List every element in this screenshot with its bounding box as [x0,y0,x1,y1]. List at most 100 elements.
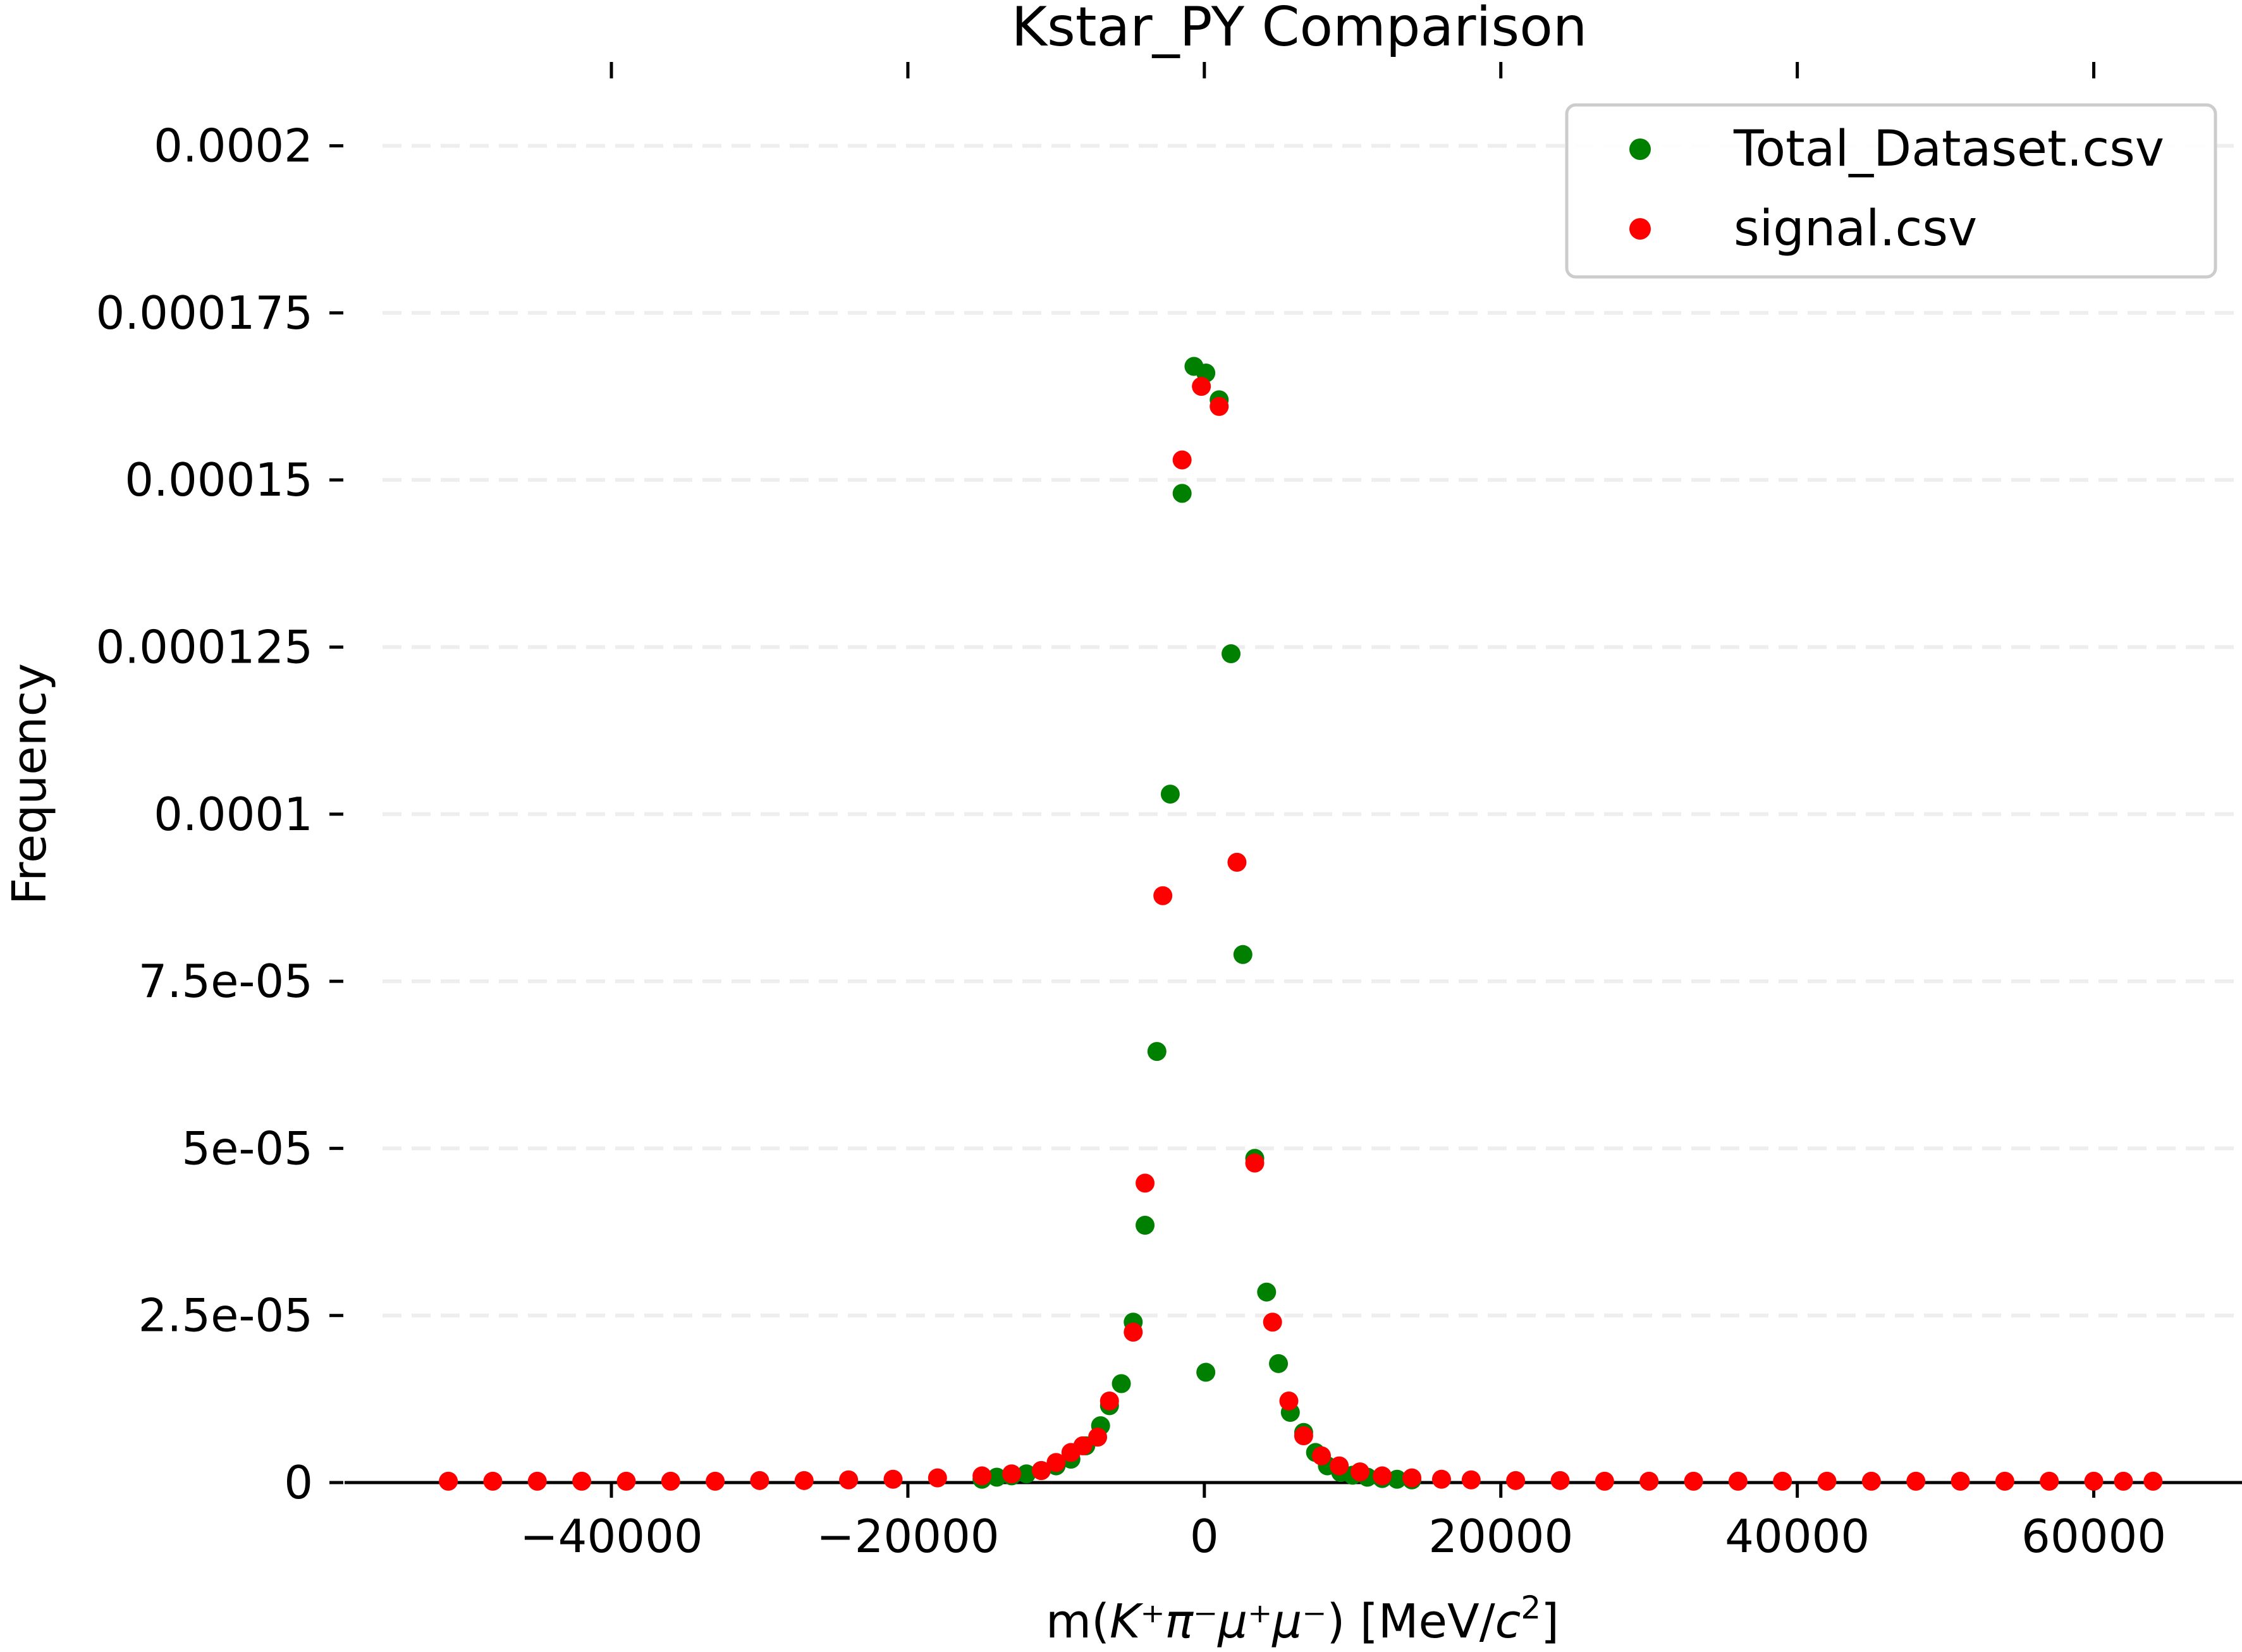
chart-title: Kstar_PY Comparison [1012,0,1588,59]
y-tick-label: 0.000175 [95,286,313,340]
data-point [1046,1453,1066,1472]
data-point [1351,1462,1370,1482]
data-point [1506,1471,1526,1490]
data-point [1387,1469,1407,1489]
x-axis-label-math: K⁺π⁻μ⁺μ⁻ [1110,1594,1326,1649]
data-point [1160,785,1180,804]
data-point [1002,1464,1022,1484]
data-point [794,1471,814,1490]
data-point [1245,1153,1265,1173]
data-point [1088,1428,1108,1447]
data-point [439,1471,458,1491]
y-axis: 0 2.5e-05 5e-05 7.5e-05 0.0001 0.000125 0.0001… [95,119,343,1509]
x-tick-label: −20000 [816,1510,999,1563]
data-point [1017,1464,1036,1484]
x-axis-label-prefix: m( [1046,1594,1110,1649]
data-point [1257,1282,1277,1302]
data-point [1153,886,1173,905]
data-point [1461,1470,1481,1490]
data-point [616,1471,636,1491]
top-ticks [610,62,2096,78]
series-total-dataset [972,357,1422,1490]
data-point [839,1470,859,1490]
x-tick-label: 40000 [1725,1510,1870,1563]
x-tick-label: 20000 [1428,1510,1573,1563]
data-point [2114,1471,2133,1491]
data-point [706,1471,725,1491]
legend-box [1565,103,2217,279]
y-tick-label: 0.0001 [154,788,313,841]
data-point [1431,1469,1451,1489]
y-tick-label: 2.5e-05 [138,1289,313,1342]
data-point [1210,396,1229,416]
data-point [1100,1392,1119,1411]
legend: Total_Dataset.csv signal.csv [1565,103,2217,279]
data-point [1227,852,1247,872]
data-point [1147,1042,1167,1062]
data-point [1136,1173,1155,1193]
x-tick-label: −40000 [520,1510,702,1563]
legend-marker-signal [1629,218,1651,240]
y-tick-label: 0.00015 [125,453,313,506]
x-tick-label: 0 [1190,1510,1219,1563]
data-point [750,1471,769,1490]
data-point [1136,1215,1155,1235]
data-point [1112,1374,1131,1393]
data-point [572,1471,592,1491]
data-point [1279,1392,1299,1411]
x-axis-label-close: ] [1541,1594,1559,1649]
data-point [1951,1471,1970,1491]
legend-label-total-dataset: Total_Dataset.csv [1733,121,2164,178]
y-tick-label: 0 [284,1456,313,1509]
data-point [1639,1471,1659,1491]
x-axis-label-sup: 2 [1521,1589,1541,1626]
data-point [1817,1471,1837,1491]
data-point [2040,1471,2059,1491]
data-point [483,1471,503,1491]
data-point [1263,1312,1282,1332]
data-point [1073,1436,1093,1455]
data-point [1031,1460,1051,1480]
data-point [1172,484,1192,503]
data-point [1684,1471,1703,1491]
data-point [1906,1471,1926,1491]
data-point [1196,1362,1216,1382]
data-point [1728,1471,1748,1491]
data-point [1233,945,1253,964]
x-axis-label-c: c [1495,1594,1521,1649]
data-point [1330,1456,1349,1476]
x-axis-label-units: ) [MeV/ [1326,1594,1495,1649]
data-point [883,1469,903,1489]
x-axis-label: m(K⁺π⁻μ⁺μ⁻) [MeV/c2] [1046,1589,1559,1649]
y-tick-label: 0.000125 [95,620,313,673]
data-point [1124,1323,1143,1342]
data-points [439,357,2163,1491]
x-axis: −40000 −20000 0 20000 40000 60000 [345,1481,2242,1563]
legend-marker-total-dataset [1629,138,1651,160]
data-point [2143,1471,2163,1491]
data-point [987,1467,1007,1487]
data-point [1269,1354,1289,1373]
data-point [1595,1471,1614,1491]
y-tick-label: 0.0002 [154,119,313,173]
y-tick-label: 7.5e-05 [138,955,313,1008]
data-point [1861,1471,1881,1491]
y-axis-label: Frequency [3,663,57,905]
y-tick-label: 5e-05 [181,1122,313,1175]
data-point [527,1471,547,1491]
data-point [972,1466,992,1486]
data-point [1222,644,1241,664]
data-point [1373,1466,1392,1486]
data-point [1172,450,1192,470]
data-point [1192,377,1211,396]
data-point [1550,1471,1570,1490]
data-point [1402,1468,1422,1488]
data-point [1995,1471,2014,1491]
data-point [1312,1446,1332,1465]
data-point [928,1468,947,1488]
legend-label-signal: signal.csv [1734,200,1977,257]
data-point [1773,1471,1792,1491]
data-point [1294,1426,1313,1445]
x-tick-label: 60000 [2021,1510,2166,1563]
